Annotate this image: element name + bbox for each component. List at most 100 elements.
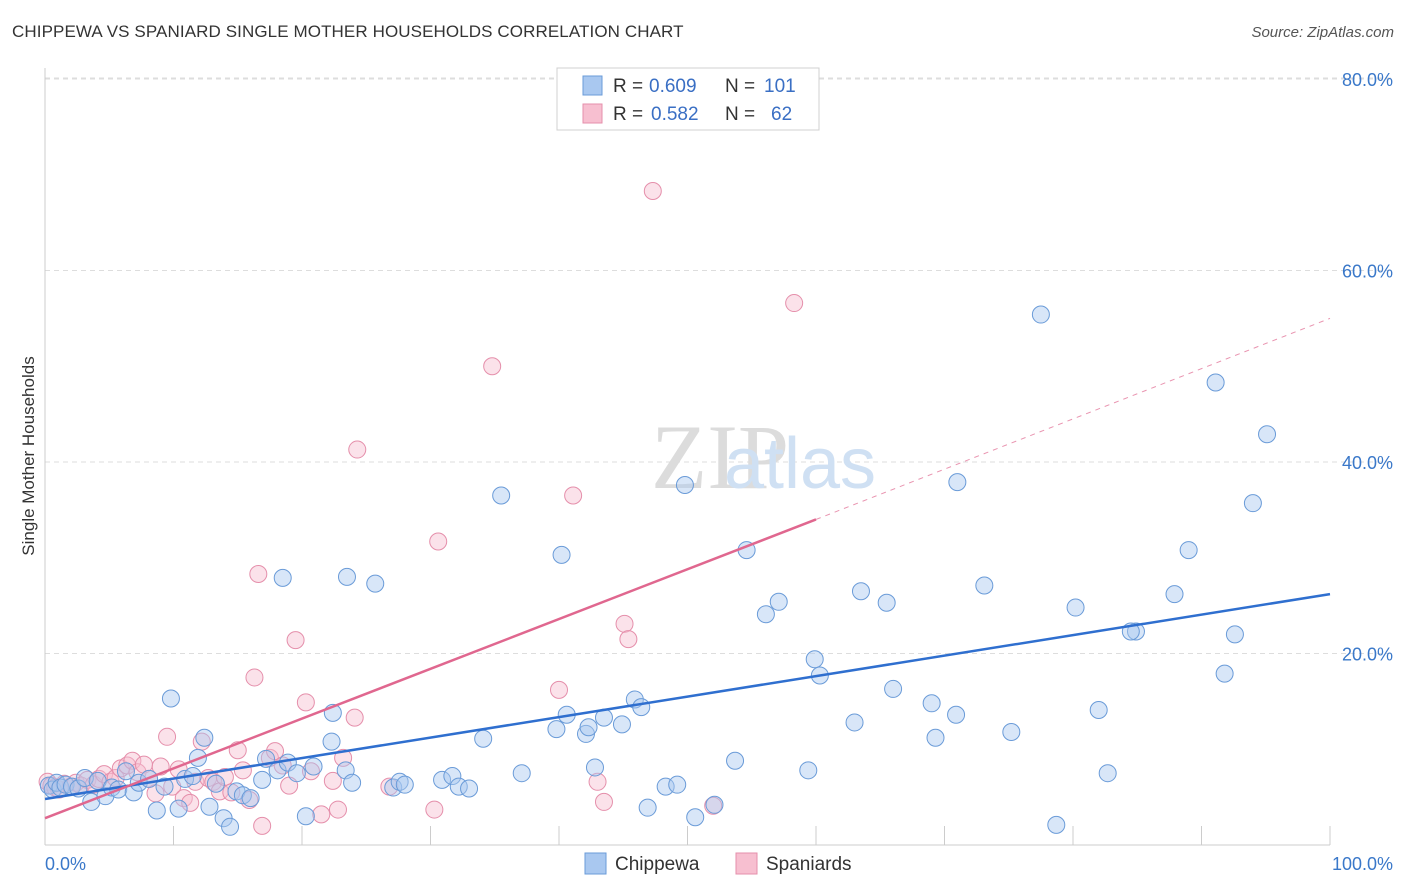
chippewa-point [799,761,818,780]
spaniards-n-value: 62 [771,104,792,125]
spaniards-point [215,768,234,787]
y-axis-label: Single Mother Households [19,356,38,555]
chippewa-n-label: N = [725,76,755,97]
chippewa-point [1225,625,1244,644]
spaniards-point [245,668,264,687]
spaniards-stat-swatch [582,103,603,124]
grid-lines [45,77,1392,654]
spaniards-point [785,294,804,313]
chippewa-point [1206,373,1225,392]
y-tick-label: 40.0% [1342,453,1393,473]
spaniards-point [704,796,723,815]
chippewa-point [1215,664,1234,683]
spaniards-point [95,765,114,784]
spaniards-point [425,800,444,819]
chippewa-point [155,777,174,796]
chippewa-point [241,789,260,808]
chippewa-point [632,698,651,717]
y-tick-label: 80.0% [1342,70,1393,90]
chippewa-point [253,770,272,789]
legend-spaniards-label: Spaniards [766,854,852,875]
chippewa-point [195,728,214,747]
chippewa-point [1002,723,1021,742]
watermark-zip: ZIP [651,406,789,508]
y-tick-label: 20.0% [1342,645,1393,665]
x-tick-label-max: 100.0% [1332,854,1393,874]
chippewa-point [395,775,414,794]
chippewa-point [1031,305,1050,324]
chippewa-point [337,567,356,586]
chippewa-point [726,751,745,770]
spaniards-point [181,793,200,812]
chippewa-point [805,650,824,669]
chippewa-points [39,305,1277,836]
spaniards-point [348,440,367,459]
spaniards-r-value: 0.582 [651,104,699,125]
source-note: Source: ZipAtlas.com [1251,24,1394,41]
spaniards-trend-line [44,518,817,820]
chippewa-point [200,797,219,816]
chippewa-point [221,817,240,836]
spaniards-point [643,182,662,201]
chippewa-point [926,728,945,747]
spaniards-point [249,565,268,584]
chippewa-point [1066,598,1085,617]
spaniards-point [123,751,142,770]
chippewa-point [686,808,705,827]
chippewa-point [1126,622,1145,641]
spaniards-point [323,771,342,790]
chippewa-point [552,545,571,564]
chippewa-point [1258,425,1277,444]
chippewa-point [287,764,306,783]
legend-chippewa-label: Chippewa [615,854,700,875]
chippewa-point [877,593,896,612]
spaniards-point [550,680,568,699]
spaniards-point [222,783,241,802]
spaniards-point [429,532,448,551]
chippewa-point [1098,764,1117,783]
y-tick-label: 60.0% [1342,262,1393,282]
chippewa-point [206,774,225,793]
chippewa-point [612,715,631,734]
chippewa-point [273,568,292,587]
spaniards-point [564,486,583,505]
chippewa-point [390,772,409,791]
chippewa-point [947,705,966,724]
chippewa-point [147,801,166,820]
spaniards-r-label: R = [613,104,643,125]
spaniards-point [619,630,638,649]
spaniards-point [301,762,320,781]
chippewa-point [1047,815,1066,834]
chippewa-point [322,732,341,751]
chippewa-point [922,694,941,713]
chippewa-point [845,713,864,732]
chippewa-point [668,775,687,794]
chippewa-r-value: 0.609 [649,76,697,97]
chippewa-point [579,718,598,737]
spaniards-point [615,614,634,633]
trend-lines [44,317,1331,820]
chippewa-point [884,679,903,698]
watermark-atlas: atlas [724,424,876,504]
chippewa-point [769,592,788,611]
chippewa-point [1165,585,1184,604]
chippewa-point [1179,541,1198,560]
spaniards-point [594,792,613,811]
spaniards-point [345,708,364,727]
spaniards-point [286,631,305,650]
spaniards-point [483,357,502,376]
chippewa-point [433,770,452,789]
chippewa-point [161,689,180,708]
chippewa-point [116,762,135,781]
chippewa-point [585,758,604,777]
legend: Chippewa Spaniards [584,852,852,875]
chippewa-point [492,486,511,505]
spaniards-point [266,742,285,761]
stats-box: R = 0.609 N = 101 R = 0.582 N = 62 [556,67,820,131]
x-tick-labels: 0.0% 100.0% [45,854,1393,874]
chippewa-point [512,764,531,783]
chippewa-point [443,767,462,786]
y-tick-labels: 20.0% 40.0% 60.0% 80.0% [1342,70,1393,665]
chippewa-point [851,582,870,601]
